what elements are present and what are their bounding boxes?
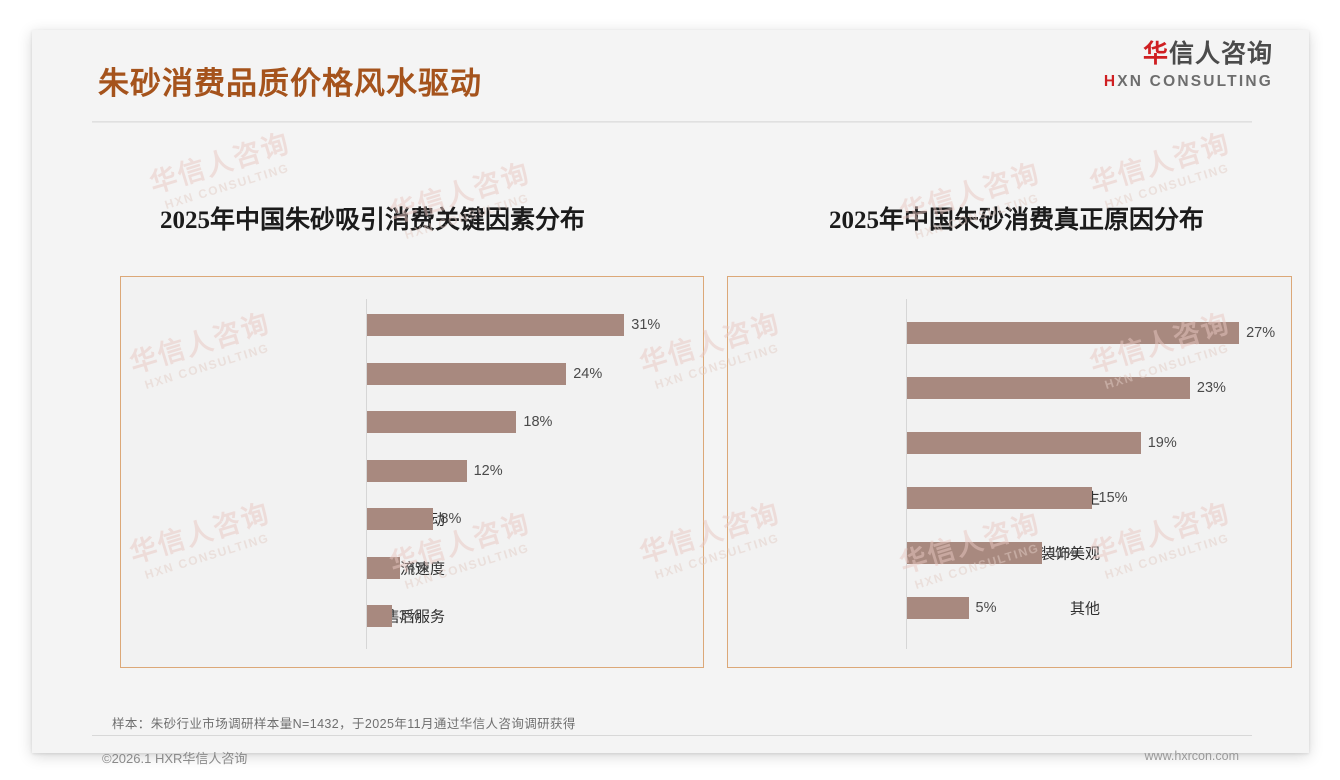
website-text: www.hxrcon.com	[1144, 749, 1239, 763]
bar-value-label: 8%	[440, 511, 462, 527]
bar	[367, 411, 517, 433]
bar-value-label: 12%	[473, 462, 503, 479]
logo-en-accent: H	[1103, 73, 1118, 90]
sample-note: 样本：朱砂行业市场调研样本量N=1432，于2025年11月通过华信人咨询调研获…	[112, 717, 576, 731]
chart-title-right: 2025年中国朱砂消费真正原因分布	[829, 207, 1205, 234]
bar	[907, 487, 1092, 509]
bar-value-label: 24%	[573, 365, 603, 382]
bar	[367, 508, 434, 530]
footer-divider	[92, 735, 1252, 736]
page-title: 朱砂消费品质价格风水驱动	[98, 66, 482, 101]
chart-panel-left: 产品品质31%价格合理24%品牌信誉18%包装精美12%促销活动8%物流速度4%…	[120, 276, 704, 668]
bar-value-label: 23%	[1196, 380, 1226, 396]
bar	[907, 432, 1141, 454]
bar	[907, 322, 1240, 344]
watermark-chinese: 华信人咨询	[146, 127, 294, 199]
watermark-chinese: 华信人咨询	[1086, 127, 1234, 199]
logo-en-rest: XN CONSULTING	[1117, 73, 1273, 90]
chart-axis-line-left	[366, 299, 367, 649]
bar-value-label: 3%	[398, 608, 420, 624]
bar-value-label: 5%	[975, 600, 997, 616]
logo-cn-accent: 华	[1142, 40, 1169, 68]
logo-cn-rest: 信人咨询	[1168, 40, 1273, 68]
bar-value-label: 27%	[1246, 325, 1276, 341]
header-divider	[92, 121, 1252, 123]
bar-value-label: 19%	[1147, 435, 1177, 451]
logo-chinese-text: 华信人咨询	[1104, 42, 1273, 67]
bar-value-label: 11%	[1049, 545, 1078, 561]
brand-logo: 华信人咨询 HXN CONSULTING	[1104, 42, 1273, 90]
bar-value-label: 18%	[523, 414, 553, 430]
bar-category-label: 其他	[1069, 600, 1100, 618]
slide-canvas: 朱砂消费品质价格风水驱动 华信人咨询 HXN CONSULTING 2025年中…	[32, 30, 1309, 766]
bar	[367, 556, 401, 579]
bar	[367, 605, 392, 627]
bar	[367, 314, 625, 336]
bar	[367, 362, 567, 385]
bar-value-label: 15%	[1098, 490, 1128, 506]
chart-axis-line-right	[906, 299, 907, 649]
bar-category-label: 装饰美观	[1039, 545, 1100, 563]
slide-header: 朱砂消费品质价格风水驱动 华信人咨询 HXN CONSULTING	[32, 30, 1309, 123]
bar	[907, 542, 1043, 564]
bar	[907, 377, 1190, 399]
logo-english-text: HXN CONSULTING	[1104, 74, 1273, 90]
bar-value-label: 31%	[631, 317, 661, 333]
copyright-text: ©2026.1 HXR华信人咨询	[102, 751, 248, 766]
bar-category-label: 售后服务	[384, 608, 445, 626]
bar	[367, 459, 467, 482]
bar	[907, 597, 969, 619]
chart-title-left: 2025年中国朱砂吸引消费关键因素分布	[160, 207, 586, 234]
bar-value-label: 4%	[407, 559, 429, 576]
